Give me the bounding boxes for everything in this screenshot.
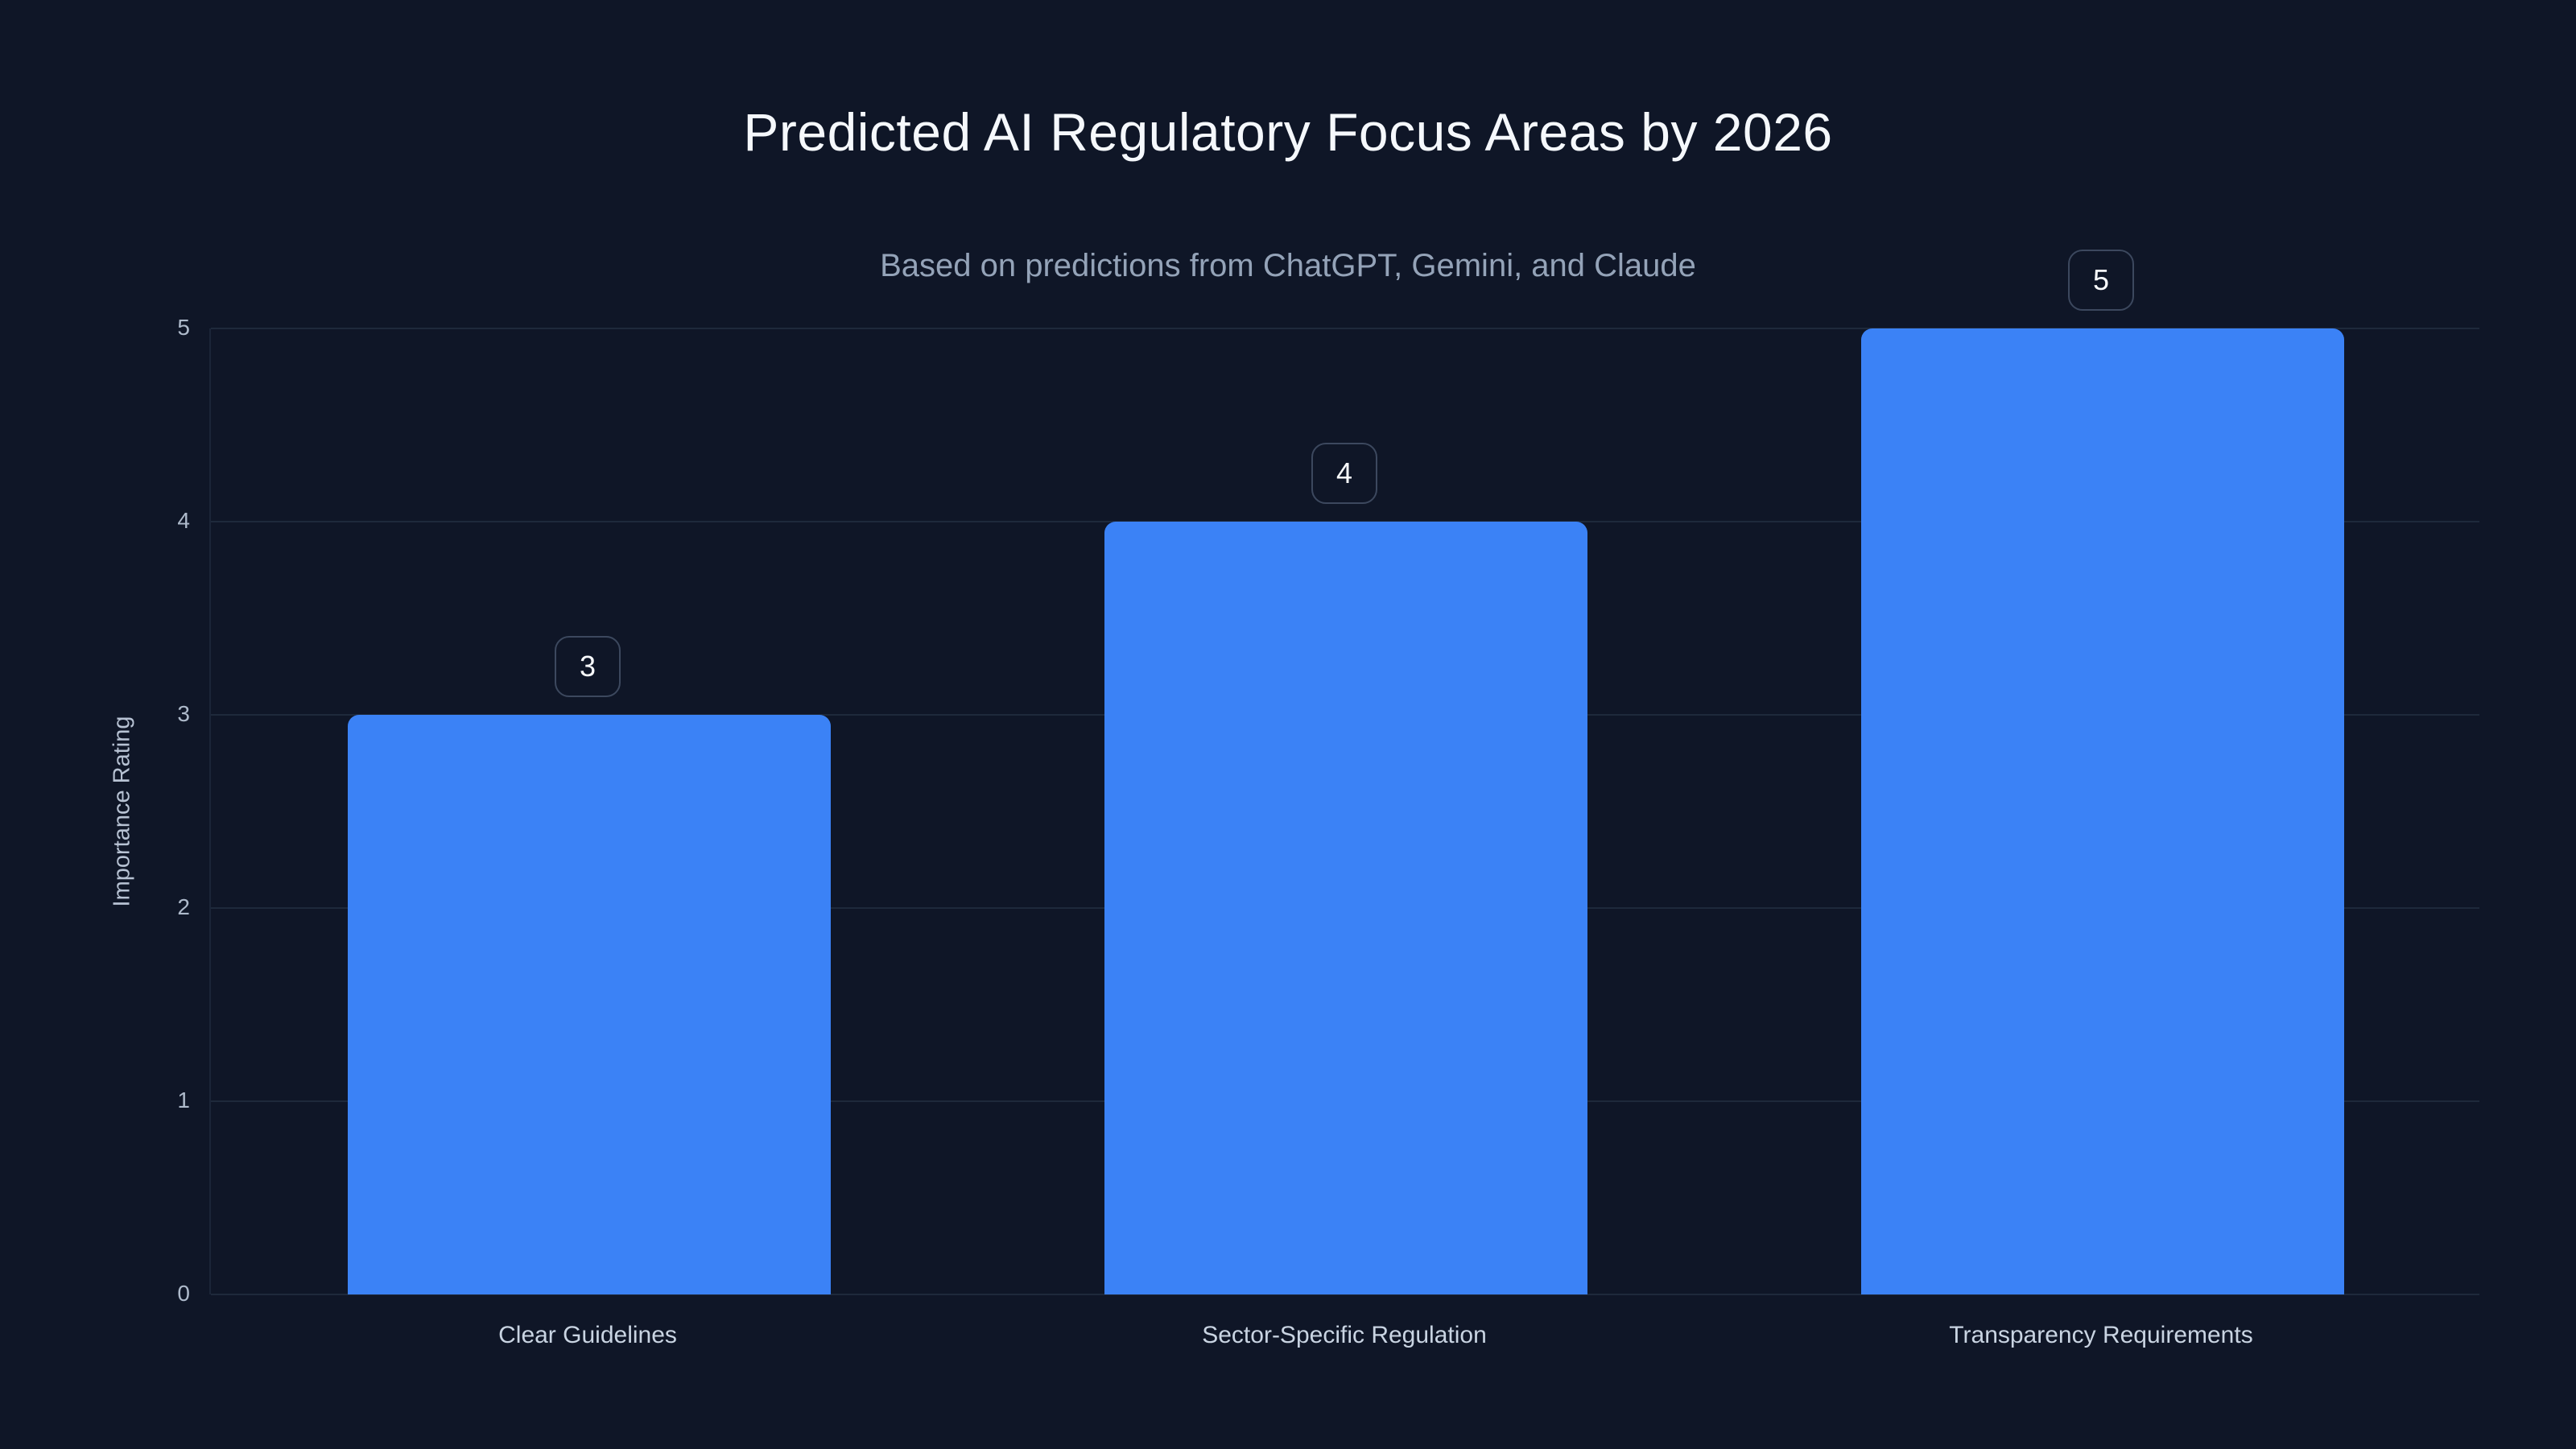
bar-transparency-requirements	[1861, 328, 2344, 1294]
gridline-0	[211, 1294, 2479, 1295]
plot-area	[209, 328, 2479, 1295]
chart-subtitle: Based on predictions from ChatGPT, Gemin…	[880, 248, 1696, 283]
y-tick-3: 3	[177, 701, 190, 726]
value-badge-clear-guidelines: 3	[555, 636, 621, 697]
y-tick-1: 1	[177, 1088, 190, 1113]
chart-title: Predicted AI Regulatory Focus Areas by 2…	[743, 102, 1833, 162]
y-axis-title: Importance Rating	[109, 716, 135, 907]
value-badge-transparency-requirements: 5	[2068, 250, 2134, 311]
gridline-5	[211, 328, 2479, 329]
x-label-transparency-requirements: Transparency Requirements	[1949, 1322, 2253, 1348]
y-tick-2: 2	[177, 894, 190, 919]
y-tick-4: 4	[177, 508, 190, 533]
bar-clear-guidelines	[348, 715, 831, 1294]
bar-sector-specific-regulation	[1104, 522, 1587, 1294]
y-tick-0: 0	[177, 1281, 190, 1306]
x-label-sector-specific-regulation: Sector-Specific Regulation	[1202, 1322, 1487, 1348]
value-badge-sector-specific-regulation: 4	[1311, 443, 1377, 504]
x-label-clear-guidelines: Clear Guidelines	[498, 1322, 677, 1348]
y-tick-5: 5	[177, 315, 190, 340]
